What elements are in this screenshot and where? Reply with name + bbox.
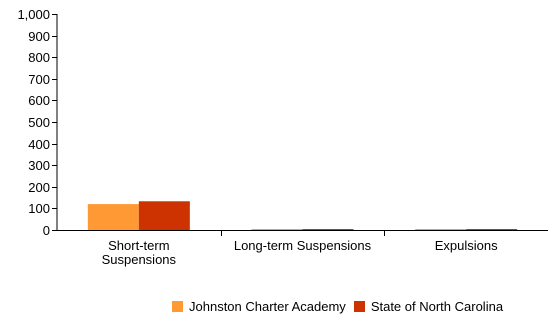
legend: Johnston Charter Academy State of North … bbox=[172, 299, 511, 314]
x-category-label: Short-term Suspensions bbox=[102, 238, 177, 267]
legend-swatch-north-carolina bbox=[353, 301, 365, 312]
bar-johnston bbox=[251, 229, 303, 230]
y-tick-label: 400 bbox=[28, 137, 50, 152]
y-tick-label: 200 bbox=[28, 180, 50, 195]
bar-johnston bbox=[415, 229, 467, 230]
y-tick-label: 600 bbox=[28, 93, 50, 108]
y-tick-label: 300 bbox=[28, 158, 50, 173]
y-axis: 0 100 200 300 400 500 600 700 800 900 1,000 bbox=[17, 7, 58, 238]
y-tick-label: 700 bbox=[28, 72, 50, 87]
y-tick-label: 1,000 bbox=[17, 7, 50, 22]
legend-label-north-carolina: State of North Carolina bbox=[370, 299, 504, 314]
y-tick-label: 100 bbox=[28, 201, 50, 216]
bar-north-carolina bbox=[466, 229, 518, 230]
bar-north-carolina bbox=[138, 201, 190, 230]
legend-item-johnston: Johnston Charter Academy bbox=[172, 299, 346, 314]
bar-north-carolina bbox=[302, 229, 354, 230]
x-category-label: Long-term Suspensions bbox=[234, 238, 372, 253]
legend-item-north-carolina: State of North Carolina bbox=[353, 299, 504, 314]
y-tick-label: 800 bbox=[28, 50, 50, 65]
legend-swatch-johnston bbox=[172, 301, 183, 312]
x-category-label: Expulsions bbox=[435, 238, 498, 253]
bar-johnston bbox=[87, 204, 139, 230]
legend-label-johnston: Johnston Charter Academy bbox=[189, 299, 346, 314]
y-tick-label: 500 bbox=[28, 115, 50, 130]
y-tick-label: 0 bbox=[43, 223, 50, 238]
bars bbox=[87, 201, 518, 230]
x-axis: Short-term Suspensions Long-term Suspensio… bbox=[57, 230, 548, 267]
y-tick-label: 900 bbox=[28, 29, 50, 44]
